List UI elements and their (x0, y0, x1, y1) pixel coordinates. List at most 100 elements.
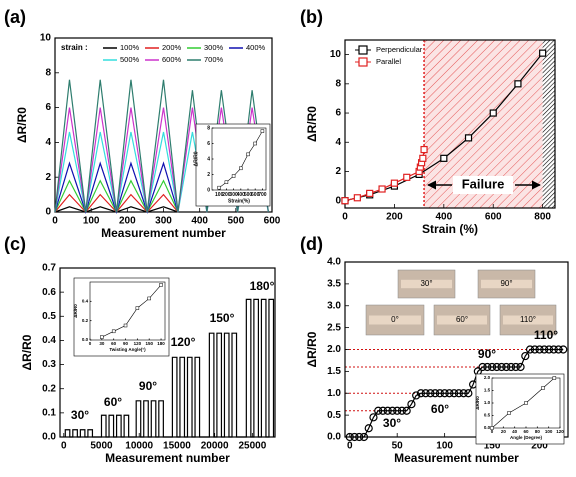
y-tick-label: 2 (207, 172, 210, 178)
legend-label: 500% (120, 55, 140, 64)
legend-label: 700% (204, 55, 224, 64)
y-tick-label: 4 (45, 137, 51, 148)
panel: 10020030040050060070002468Strain(%)ΔR/R0 (193, 124, 270, 206)
annotation: 90° (139, 379, 157, 393)
legend-marker (359, 58, 367, 66)
point (491, 427, 494, 430)
y-axis-label: ΔR/R0 (20, 334, 34, 370)
x-tick-label: 40 (512, 429, 518, 434)
y-tick-label: 6 (207, 141, 210, 147)
x-tick-label: 5000 (90, 441, 113, 452)
x-tick-label: 80 (535, 429, 541, 434)
y-tick-label: 1.0 (484, 400, 491, 405)
x-tick-label: 20 (501, 429, 507, 434)
x-tick-label: 300 (155, 216, 172, 227)
point (508, 412, 511, 415)
y-tick-label: 2.0 (484, 375, 491, 380)
legend-label: Perpendicular (376, 45, 423, 54)
y-tick-label: 3.5 (327, 279, 341, 290)
point (112, 330, 115, 333)
panel-label: (a) (4, 7, 26, 27)
x-tick-label: 0 (61, 441, 67, 452)
x-tick-label: 100 (545, 429, 553, 434)
y-axis-label: ΔR/R0 (15, 107, 29, 143)
x-tick-label: 600 (264, 216, 281, 227)
point (515, 81, 521, 87)
point (254, 142, 257, 145)
y-tick-label: 2.5 (327, 322, 341, 333)
x-tick-label: 60 (523, 429, 529, 434)
y-tick-label: 0.5 (484, 413, 491, 418)
x-tick-label: 120 (556, 429, 564, 434)
x-tick-label: 90 (123, 341, 129, 346)
y-tick-label: 8 (335, 78, 341, 89)
x-axis-label: Measurement number (105, 451, 230, 465)
y-tick-label: 0.4 (42, 335, 56, 346)
point (232, 175, 235, 178)
y-tick-label: 0.2 (42, 383, 56, 394)
x-tick-label: 10000 (125, 441, 153, 452)
photo-label: 90° (500, 279, 512, 288)
x-tick-label: 0 (347, 441, 353, 452)
y-tick-label: 0 (45, 207, 51, 218)
y-tick-label: 8 (207, 125, 210, 131)
point (342, 198, 348, 204)
y-axis-label: ΔR/R0 (73, 304, 78, 318)
x-tick-label: 120 (134, 341, 142, 346)
x-axis-label: Measurement number (394, 451, 519, 465)
legend-label: 300% (204, 43, 224, 52)
photo-label: 0° (391, 315, 399, 324)
x-tick-label: 700 (258, 192, 267, 198)
x-tick-label: 100 (436, 441, 453, 452)
point (247, 153, 250, 156)
y-tick-label: 4.0 (327, 257, 341, 268)
panel: 0204060801001200.00.51.01.52.0Angle (Deg… (475, 374, 564, 444)
x-tick-label: 600 (485, 212, 502, 223)
y-tick-label: 0.3 (42, 359, 56, 370)
photo-label: 60° (456, 315, 468, 324)
x-tick-label: 800 (534, 212, 551, 223)
y-tick-label: 3.0 (327, 300, 341, 311)
point (218, 186, 221, 189)
point (420, 155, 426, 161)
y-tick-label: 0.0 (82, 337, 89, 342)
figure: 01002003004005006000246810Measurement nu… (0, 0, 576, 477)
annotation: 150° (210, 311, 235, 325)
point (136, 307, 139, 310)
y-axis-label: ΔR/R0 (475, 396, 480, 410)
point (160, 283, 163, 286)
photo-label: 30° (420, 279, 432, 288)
x-tick-label: 400 (435, 212, 452, 223)
y-tick-label: 1.5 (484, 388, 491, 393)
x-tick-label: 20000 (201, 441, 229, 452)
y-tick-label: 0.6 (42, 287, 56, 298)
annotation: 60° (104, 395, 122, 409)
y-tick-label: 0.1 (42, 407, 56, 418)
legend-label: 200% (162, 43, 182, 52)
y-tick-label: 2.0 (327, 344, 341, 355)
y-tick-label: 0 (335, 195, 341, 206)
annotation: 30° (71, 408, 89, 422)
y-tick-label: 0.0 (327, 432, 341, 443)
point (421, 147, 427, 153)
y-axis-label: ΔR/R0 (305, 331, 319, 367)
legend-title: strain : (61, 43, 88, 52)
legend-label: 400% (246, 43, 266, 52)
point (239, 167, 242, 170)
y-tick-label: 0.5 (327, 410, 341, 421)
x-tick-label: 200 (119, 216, 136, 227)
point (525, 402, 528, 405)
y-tick-label: 4 (335, 137, 341, 148)
y-tick-label: 8 (45, 67, 51, 78)
point (542, 387, 545, 390)
point (540, 50, 546, 56)
legend-marker (359, 46, 367, 54)
y-tick-label: 0.7 (42, 263, 56, 274)
shaded-region (543, 40, 555, 208)
x-tick-label: 0 (342, 212, 348, 223)
point (441, 155, 447, 161)
point (553, 377, 556, 380)
legend-label: Parallel (376, 57, 401, 66)
y-tick-label: 6 (45, 102, 51, 113)
annotation: Failure (462, 176, 505, 191)
